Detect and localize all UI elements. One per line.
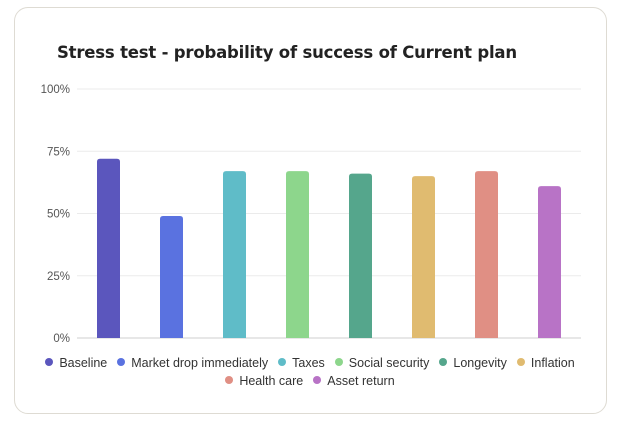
legend-dot-icon xyxy=(278,358,287,366)
bar-longevity xyxy=(349,173,372,338)
legend-label: Health care xyxy=(239,374,304,388)
legend-label: Baseline xyxy=(59,356,108,370)
legend-dot-icon xyxy=(225,376,234,384)
bar-taxes xyxy=(223,171,246,338)
legend-dot-icon xyxy=(117,358,126,366)
legend: Baseline Market drop immediately Taxes Soci… xyxy=(30,354,590,390)
legend-dot-icon xyxy=(334,358,343,366)
legend-item[interactable]: Inflation xyxy=(516,354,575,372)
legend-dot-icon xyxy=(45,358,54,366)
legend-dot-icon xyxy=(313,376,322,384)
legend-label: Market drop immediately xyxy=(131,356,269,370)
legend-item[interactable]: Health care xyxy=(225,372,303,390)
y-tick-label: 0% xyxy=(53,333,70,345)
legend-dot-icon xyxy=(516,358,525,366)
legend-dot-icon xyxy=(439,358,448,366)
legend-item[interactable]: Asset return xyxy=(313,372,395,390)
bar-market-drop-immediately xyxy=(160,215,183,338)
legend-label: Longevity xyxy=(453,356,507,370)
bar-baseline xyxy=(97,158,120,338)
bar-inflation xyxy=(412,176,435,338)
bar-asset-return xyxy=(538,186,561,338)
y-tick-label: 75% xyxy=(47,146,70,158)
legend-label: Social security xyxy=(348,356,430,370)
y-tick-label: 50% xyxy=(47,209,70,221)
y-tick-label: 100% xyxy=(41,84,70,96)
legend-label: Taxes xyxy=(292,356,325,370)
legend-item[interactable]: Market drop immediately xyxy=(117,354,268,372)
y-tick-label: 25% xyxy=(47,271,70,283)
legend-item[interactable]: Taxes xyxy=(278,354,325,372)
chart-title: Stress test - probability of success of … xyxy=(57,43,517,62)
legend-item[interactable]: Longevity xyxy=(439,354,507,372)
bar-health-care xyxy=(475,171,498,338)
legend-item[interactable]: Social security xyxy=(334,354,430,372)
legend-label: Asset return xyxy=(327,374,395,388)
legend-label: Inflation xyxy=(530,356,575,370)
chart-card: Stress test - probability of success of … xyxy=(14,7,607,414)
bar-social-security xyxy=(286,171,309,338)
legend-item[interactable]: Baseline xyxy=(45,354,107,372)
